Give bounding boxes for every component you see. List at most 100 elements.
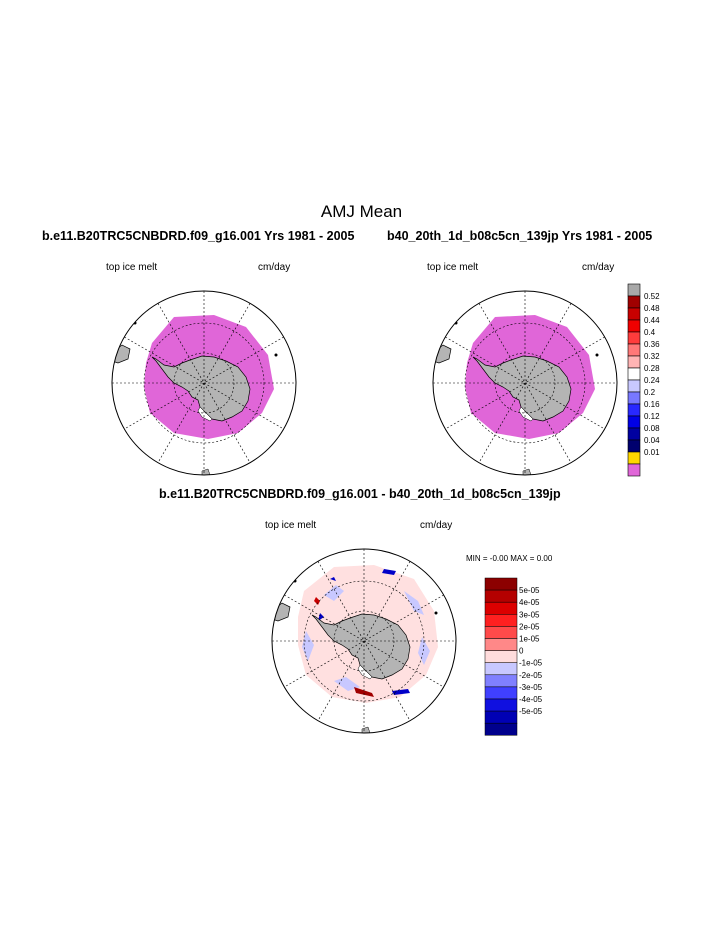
island-marker (434, 611, 438, 615)
colorbar-label: 0.08 (644, 424, 660, 433)
panel-3-title: b.e11.B20TRC5CNBDRD.f09_g16.001 - b40_20… (159, 487, 561, 501)
colorbar-swatch (627, 403, 641, 417)
map-content (272, 549, 456, 733)
map-content (112, 291, 296, 475)
panel-1-title: b.e11.B20TRC5CNBDRD.f09_g16.001 Yrs 1981… (42, 229, 355, 243)
panel-3-polar-map (271, 548, 457, 734)
diff-colorbar-swatch (484, 577, 518, 591)
panel-2-polar-map (432, 290, 618, 476)
panel-1-variable-label: top ice melt (106, 262, 158, 273)
panel-3-units-label: cm/day (420, 520, 453, 531)
colorbar-swatch (627, 463, 641, 477)
colorbar-label: 0.48 (644, 304, 660, 313)
graticule (433, 291, 617, 475)
colorbar-swatch (627, 295, 641, 309)
top-colorbar: 0.52 0.48 0.44 0.4 0.36 0.32 0.28 0.24 0.2 0.16 0.… (627, 283, 660, 477)
diff-colorbar-swatch (484, 698, 518, 712)
diff-colorbar-swatch (484, 589, 518, 603)
colorbar-swatch (627, 355, 641, 369)
diff-colorbar-label: -5e-05 (519, 707, 543, 716)
diff-colorbar-label: 2e-05 (519, 622, 540, 631)
panel-2-units-label: cm/day (582, 262, 615, 273)
colorbar-label: 0.36 (644, 340, 660, 349)
diff-colorbar-swatch (484, 674, 518, 688)
blue-patch (418, 637, 430, 665)
figure-title: AMJ Mean (320, 202, 403, 221)
meridian-line (284, 594, 444, 688)
colorbar-label: 0.44 (644, 316, 660, 325)
diff-colorbar-swatch (484, 662, 518, 676)
colorbar-swatch (627, 331, 641, 345)
colorbar-label: 0.24 (644, 376, 660, 385)
island-marker (274, 353, 278, 357)
strong-negative-patch (392, 689, 410, 695)
diff-colorbar-label: -1e-05 (519, 659, 543, 668)
meridian-line (124, 336, 284, 430)
diff-colorbar-swatch (484, 650, 518, 663)
diff-colorbar-swatch (484, 638, 518, 651)
colorbar-swatch (627, 367, 641, 381)
colorbar-swatch (627, 343, 641, 357)
panel-1-units-label: cm/day (258, 262, 291, 273)
map-border (432, 290, 618, 476)
panel-2-variable-label: top ice melt (427, 262, 479, 273)
australia-edge (361, 726, 371, 733)
strong-negative-patch (330, 577, 336, 581)
diff-colorbar-swatch (484, 601, 518, 615)
australia-edge (522, 468, 532, 475)
colorbar-swatch (627, 427, 641, 441)
colorbar-label: 0.4 (644, 328, 656, 337)
diff-colorbar-label: 5e-05 (519, 586, 540, 595)
strong-positive-patch (354, 687, 374, 697)
diff-colorbar-swatch (484, 722, 518, 736)
panel-1-polar-map (111, 290, 297, 476)
australia-edge (201, 468, 211, 475)
colorbar-swatch (627, 307, 641, 321)
diff-colorbar-label: 0 (519, 647, 524, 656)
antarctica-landmass (472, 355, 572, 422)
colorbar-swatch (627, 415, 641, 429)
diff-colorbar-label: -3e-05 (519, 683, 543, 692)
map-content (433, 291, 617, 475)
meridian-line (445, 336, 605, 430)
graticule (272, 549, 456, 733)
diff-colorbar-swatch (484, 686, 518, 700)
blue-patch (302, 631, 314, 661)
panel-2-title: b40_20th_1d_b08c5cn_139jp Yrs 1981 - 200… (387, 229, 653, 243)
diff-colorbar-swatch (484, 710, 518, 724)
panel-3-min-max: MIN = -0.00 MAX = 0.00 (466, 554, 553, 563)
map-border (271, 548, 457, 734)
diff-colorbar-label: 4e-05 (519, 598, 540, 607)
blue-patch (334, 677, 360, 691)
colorbar-label: 0.28 (644, 364, 660, 373)
colorbar-swatch (627, 391, 641, 405)
difference-colorbar: 5e-05 4e-05 3e-05 2e-05 1e-05 0 -1e-05 -2e-05 -3… (484, 577, 543, 736)
diff-colorbar-label: -4e-05 (519, 695, 543, 704)
blue-patch (324, 585, 344, 601)
colorbar-swatch (627, 319, 641, 333)
diff-colorbar-label: -2e-05 (519, 671, 543, 680)
colorbar-label: 0.12 (644, 412, 660, 421)
colorbar-swatch (627, 379, 641, 393)
colorbar-label: 0.52 (644, 292, 660, 301)
island-marker (595, 353, 599, 357)
diff-colorbar-swatch (484, 614, 518, 627)
colorbar-label: 0.32 (644, 352, 660, 361)
diff-colorbar-label: 3e-05 (519, 610, 540, 619)
colorbar-swatch (627, 439, 641, 453)
colorbar-label: 0.04 (644, 436, 660, 445)
colorbar-label: 0.16 (644, 400, 660, 409)
antarctica-landmass (311, 613, 411, 680)
strong-positive-patch (314, 597, 320, 605)
colorbar-label: 0.01 (644, 448, 660, 457)
antarctica-landmass (151, 355, 251, 422)
diff-colorbar-swatch (484, 626, 518, 639)
colorbar-swatch (627, 283, 641, 297)
strong-negative-patch (382, 569, 396, 575)
colorbar-label: 0.2 (644, 388, 656, 397)
colorbar-swatch (627, 451, 641, 465)
map-border (111, 290, 297, 476)
graticule (112, 291, 296, 475)
diff-colorbar-label: 1e-05 (519, 635, 540, 644)
panel-3-variable-label: top ice melt (265, 520, 317, 531)
